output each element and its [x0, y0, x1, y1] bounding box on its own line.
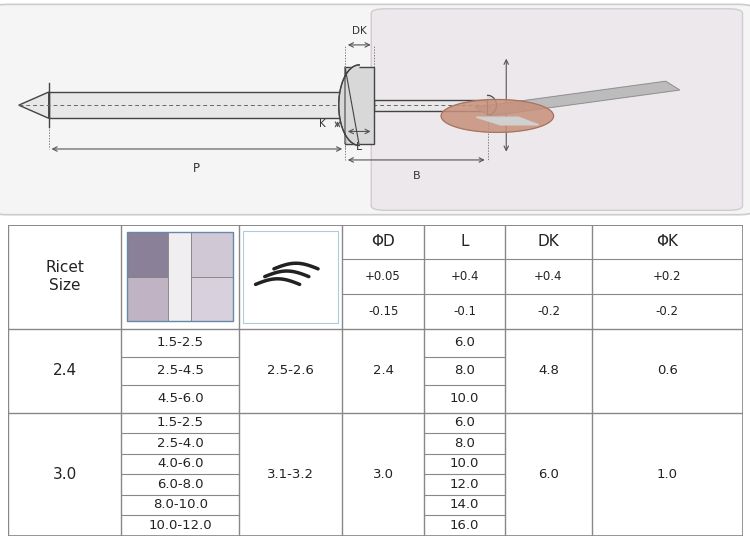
- Text: D: D: [516, 98, 525, 111]
- Polygon shape: [441, 100, 554, 133]
- Bar: [374, 100, 488, 111]
- Text: K: K: [320, 120, 326, 129]
- Text: 3.1-3.2: 3.1-3.2: [267, 467, 314, 480]
- Polygon shape: [339, 65, 359, 146]
- Bar: [190, 232, 233, 276]
- Polygon shape: [488, 95, 496, 115]
- Bar: [345, 67, 374, 143]
- Text: 1.5-2.5: 1.5-2.5: [157, 336, 204, 349]
- Text: B: B: [413, 171, 420, 181]
- Text: 6.0: 6.0: [454, 417, 475, 430]
- Bar: [128, 232, 167, 276]
- Polygon shape: [476, 117, 538, 125]
- Polygon shape: [476, 81, 680, 116]
- FancyBboxPatch shape: [0, 4, 750, 215]
- Text: 16.0: 16.0: [450, 519, 479, 532]
- Bar: [128, 232, 233, 321]
- Text: 3.0: 3.0: [373, 467, 394, 480]
- Text: 2.5-2.6: 2.5-2.6: [267, 364, 314, 377]
- Text: ΦD: ΦD: [371, 234, 395, 249]
- Text: DK: DK: [538, 234, 560, 249]
- Text: +0.4: +0.4: [534, 270, 562, 283]
- Text: 10.0: 10.0: [450, 457, 479, 471]
- Text: 4.5-6.0: 4.5-6.0: [157, 392, 203, 405]
- Text: 6.0-8.0: 6.0-8.0: [157, 478, 203, 491]
- Text: +0.2: +0.2: [653, 270, 682, 283]
- Bar: [243, 231, 338, 322]
- Text: L: L: [460, 234, 469, 249]
- Polygon shape: [19, 92, 49, 118]
- Text: 3.0: 3.0: [53, 467, 76, 481]
- Text: ΦK: ΦK: [656, 234, 678, 249]
- Text: 2.4: 2.4: [53, 363, 76, 378]
- Text: 4.0-6.0: 4.0-6.0: [157, 457, 203, 471]
- Text: -0.2: -0.2: [537, 305, 560, 318]
- Text: 8.0-10.0: 8.0-10.0: [153, 498, 208, 511]
- Text: 14.0: 14.0: [450, 498, 479, 511]
- Text: 4.8: 4.8: [538, 364, 559, 377]
- Text: 10.0-12.0: 10.0-12.0: [148, 519, 212, 532]
- Text: 6.0: 6.0: [454, 336, 475, 349]
- Bar: [167, 232, 190, 321]
- Text: -0.2: -0.2: [656, 305, 679, 318]
- Text: -0.15: -0.15: [368, 305, 398, 318]
- Text: 10.0: 10.0: [450, 392, 479, 405]
- Text: 2.4: 2.4: [373, 364, 394, 377]
- Text: -0.1: -0.1: [453, 305, 476, 318]
- Text: 8.0: 8.0: [454, 364, 475, 377]
- Text: 0.6: 0.6: [657, 364, 677, 377]
- Text: 1.0: 1.0: [657, 467, 678, 480]
- Text: 6.0: 6.0: [538, 467, 559, 480]
- Bar: [128, 276, 167, 321]
- Text: P: P: [194, 162, 200, 175]
- Text: 12.0: 12.0: [450, 478, 479, 491]
- Text: 2.5-4.0: 2.5-4.0: [157, 437, 203, 450]
- Text: +0.05: +0.05: [365, 270, 401, 283]
- Text: 1.5-2.5: 1.5-2.5: [157, 417, 204, 430]
- Bar: [49, 92, 345, 118]
- Text: L: L: [356, 142, 362, 153]
- Text: Ricet
Size: Ricet Size: [45, 260, 84, 293]
- Text: DK: DK: [352, 26, 367, 36]
- Text: 8.0: 8.0: [454, 437, 475, 450]
- Text: +0.4: +0.4: [451, 270, 479, 283]
- Text: 2.5-4.5: 2.5-4.5: [157, 364, 204, 377]
- FancyBboxPatch shape: [371, 9, 742, 210]
- Bar: [190, 276, 233, 321]
